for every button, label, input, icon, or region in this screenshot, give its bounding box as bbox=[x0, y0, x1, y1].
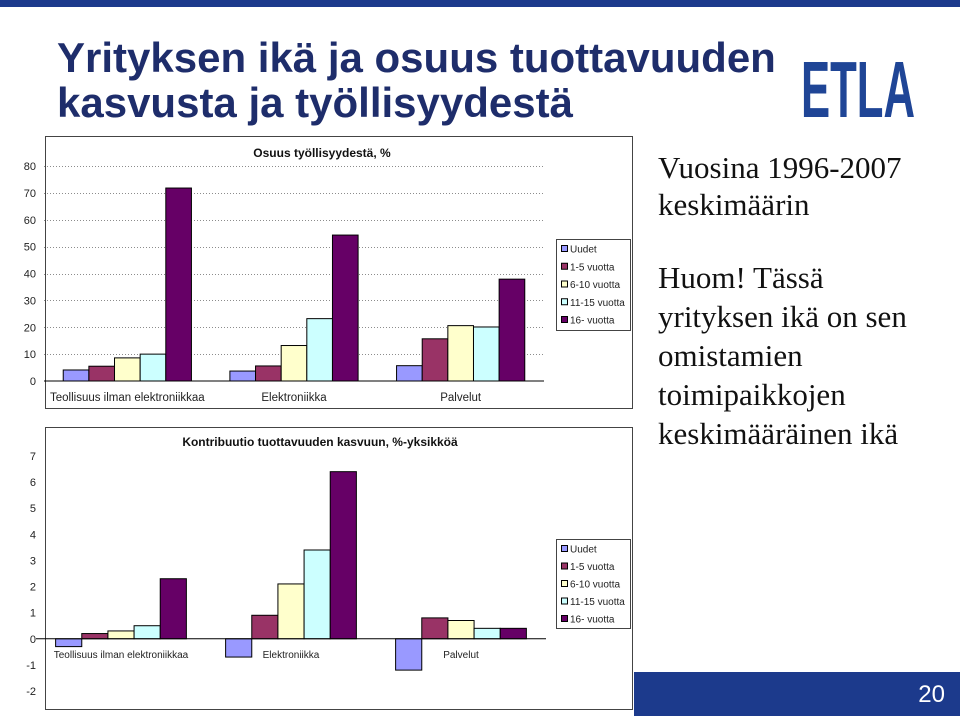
bar-uudet-palvelut bbox=[395, 638, 423, 671]
legend-label: 1-5 vuotta bbox=[570, 262, 615, 273]
etla-logo: ETLA bbox=[801, 56, 915, 120]
employment-share-chart: 0 10 20 30 40 50 60 70 80 Osuus työllisyydestä, %… bbox=[0, 132, 640, 412]
legend-box bbox=[556, 239, 631, 331]
period-note-line: keskimäärin bbox=[658, 187, 810, 222]
bar-16-vuotta-teollisuus-ilman-elektroniikkaa bbox=[159, 578, 187, 640]
legend-swatch-uudet bbox=[561, 545, 568, 552]
bar-6-10-vuotta-elektroniikka bbox=[277, 583, 305, 640]
slide-title: Yrityksen ikä ja osuus tuottavuuden kasv… bbox=[57, 35, 776, 125]
y-tick-label: 40 bbox=[24, 269, 36, 281]
legend-swatch-16-vuotta bbox=[561, 316, 568, 323]
bar-11-15-vuotta-elektroniikka bbox=[306, 318, 333, 382]
period-note-line: Vuosina 1996-2007 bbox=[658, 150, 902, 185]
definition-note-line: keskimääräinen ikä bbox=[658, 416, 899, 451]
bar-1-5-vuotta-teollisuus-ilman-elektroniikkaa bbox=[88, 365, 116, 382]
definition-note: Huom! Tässä yrityksen ikä on sen omistam… bbox=[658, 258, 907, 453]
y-tick-label: 80 bbox=[24, 161, 36, 173]
y-tick-label: 10 bbox=[24, 349, 36, 361]
bar-16-vuotta-teollisuus-ilman-elektroniikkaa bbox=[165, 187, 192, 382]
etla-logo-text: ETLA bbox=[801, 56, 915, 120]
legend-label: 6-10 vuotta bbox=[570, 580, 620, 591]
bar-6-10-vuotta-teollisuus-ilman-elektroniikkaa bbox=[107, 630, 135, 640]
top-accent-bar bbox=[0, 0, 960, 7]
bar-uudet-palvelut bbox=[396, 365, 423, 382]
bar-16-vuotta-palvelut bbox=[498, 278, 526, 382]
bar-1-5-vuotta-teollisuus-ilman-elektroniikkaa bbox=[81, 633, 109, 640]
bar-uudet-elektroniikka bbox=[229, 370, 257, 382]
bar-11-15-vuotta-palvelut bbox=[472, 326, 500, 382]
category-label: Teollisuus ilman elektroniikkaa bbox=[50, 392, 205, 404]
legend-label: Uudet bbox=[570, 545, 597, 556]
legend-swatch-uudet bbox=[561, 245, 568, 252]
bar-uudet-elektroniikka bbox=[225, 638, 253, 658]
legend-label: 11-15 vuotta bbox=[570, 298, 625, 309]
y-tick-label: 30 bbox=[24, 295, 36, 307]
legend-box bbox=[556, 539, 631, 629]
slide-title-line-1: Yrityksen ikä ja osuus tuottavuuden bbox=[57, 34, 776, 81]
y-tick-label: 1 bbox=[30, 608, 36, 620]
chart-title: Kontribuutio tuottavuuden kasvuun, %-yks… bbox=[182, 435, 458, 449]
bar-1-5-vuotta-palvelut bbox=[421, 617, 449, 640]
bar-11-15-vuotta-teollisuus-ilman-elektroniikkaa bbox=[133, 625, 161, 640]
y-tick-label: -1 bbox=[26, 660, 36, 672]
bar-11-15-vuotta-elektroniikka bbox=[303, 549, 331, 640]
legend-label: Uudet bbox=[570, 245, 597, 256]
bar-11-15-vuotta-palvelut bbox=[473, 627, 501, 640]
y-tick-label: 0 bbox=[30, 634, 36, 646]
category-label: Palvelut bbox=[440, 392, 482, 404]
legend-swatch-6-10-vuotta bbox=[561, 280, 568, 288]
bar-6-10-vuotta-palvelut bbox=[447, 325, 474, 382]
y-tick-label: 70 bbox=[24, 188, 36, 200]
legend-swatch-1-5-vuotta bbox=[561, 562, 568, 570]
legend-label: 6-10 vuotta bbox=[570, 280, 620, 291]
bar-16-vuotta-elektroniikka bbox=[329, 471, 357, 640]
bar-11-15-vuotta-teollisuus-ilman-elektroniikkaa bbox=[139, 353, 167, 382]
bar-1-5-vuotta-elektroniikka bbox=[255, 365, 282, 382]
definition-note-line: yrityksen ikä on sen bbox=[658, 299, 907, 334]
category-label: Palvelut bbox=[443, 650, 479, 661]
definition-note-line: toimipaikkojen bbox=[658, 377, 846, 412]
legend-swatch-16-vuotta bbox=[561, 615, 568, 622]
legend-swatch-11-15-vuotta bbox=[561, 298, 568, 306]
y-tick-label: 0 bbox=[30, 376, 36, 388]
page-number: 20 bbox=[918, 681, 945, 708]
y-tick-label: 50 bbox=[24, 242, 36, 254]
legend-label: 16- vuotta bbox=[570, 615, 615, 626]
bar-1-5-vuotta-palvelut bbox=[421, 338, 449, 382]
y-tick-label: 3 bbox=[30, 555, 36, 567]
legend-swatch-11-15-vuotta bbox=[561, 597, 568, 605]
definition-note-line: omistamien bbox=[658, 338, 803, 373]
legend-label: 16- vuotta bbox=[570, 316, 615, 327]
chart-frame bbox=[45, 136, 633, 409]
chart-title: Osuus työllisyydestä, % bbox=[253, 146, 391, 160]
bar-6-10-vuotta-palvelut bbox=[447, 620, 475, 640]
legend-swatch-1-5-vuotta bbox=[561, 262, 568, 270]
productivity-contribution-chart: -2 -1 0 1 2 3 4 5 6 7 Kontribuutio tuottavuuden ka… bbox=[0, 414, 634, 716]
y-tick-label: 20 bbox=[24, 322, 36, 334]
y-tick-label: 60 bbox=[24, 215, 36, 227]
period-note: Vuosina 1996-2007 keskimäärin bbox=[658, 149, 902, 223]
slide-title-line-2: kasvusta ja työllisyydestä bbox=[57, 79, 573, 126]
y-tick-label: 5 bbox=[30, 503, 36, 515]
y-tick-label: 2 bbox=[30, 582, 36, 594]
legend-swatch-6-10-vuotta bbox=[561, 580, 568, 587]
legend-label: 1-5 vuotta bbox=[570, 562, 615, 573]
y-tick-label: -2 bbox=[26, 686, 36, 698]
definition-note-line: Huom! Tässä bbox=[658, 260, 824, 295]
chart-frame bbox=[45, 427, 633, 710]
bar-6-10-vuotta-teollisuus-ilman-elektroniikkaa bbox=[114, 357, 141, 382]
legend-label: 11-15 vuotta bbox=[570, 597, 625, 608]
y-tick-label: 6 bbox=[30, 477, 36, 489]
bar-1-5-vuotta-elektroniikka bbox=[251, 614, 279, 640]
y-tick-label: 4 bbox=[30, 529, 36, 541]
category-label: Teollisuus ilman elektroniikkaa bbox=[54, 650, 189, 661]
bar-16-vuotta-palvelut bbox=[499, 627, 527, 640]
bar-6-10-vuotta-elektroniikka bbox=[280, 345, 308, 382]
category-label: Elektroniikka bbox=[261, 392, 327, 404]
bar-uudet-teollisuus-ilman-elektroniikkaa bbox=[62, 369, 90, 382]
y-tick-label: 7 bbox=[30, 451, 36, 463]
bar-uudet-teollisuus-ilman-elektroniikkaa bbox=[55, 638, 83, 648]
bar-16-vuotta-elektroniikka bbox=[331, 234, 359, 382]
category-label: Elektroniikka bbox=[263, 650, 320, 661]
